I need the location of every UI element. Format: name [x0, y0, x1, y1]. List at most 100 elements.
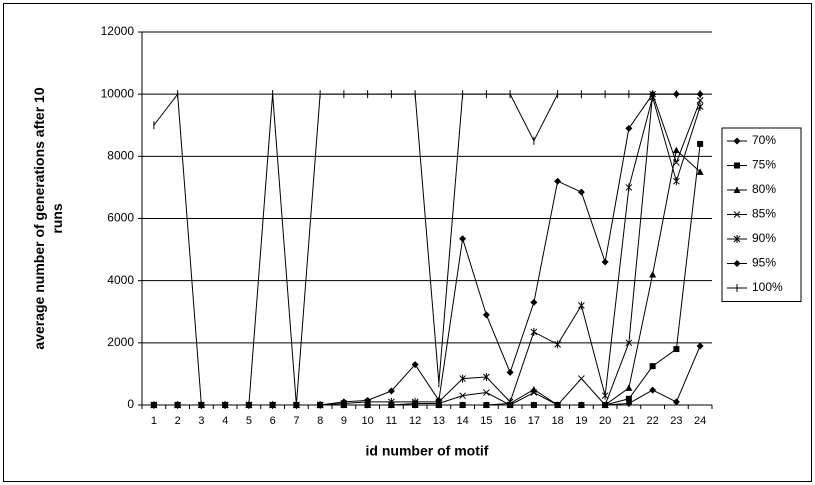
y-tick-label: 2000 — [107, 335, 134, 349]
data-point — [554, 401, 561, 409]
x-tick-label: 17 — [528, 415, 540, 427]
y-tick-label: 8000 — [107, 149, 134, 163]
legend-marker — [734, 162, 740, 169]
data-point — [411, 361, 419, 369]
data-point — [482, 401, 490, 408]
x-tick-label: 12 — [409, 415, 421, 427]
x-tick-label: 23 — [670, 415, 682, 427]
data-point — [459, 392, 466, 400]
data-point — [578, 301, 585, 310]
x-tick-label: 21 — [623, 415, 635, 427]
data-point — [174, 401, 182, 409]
chart-border — [3, 3, 812, 482]
data-point — [150, 401, 158, 409]
legend-marker — [733, 186, 741, 193]
data-point — [316, 401, 324, 409]
series-line — [153, 92, 701, 406]
data-point — [388, 397, 395, 406]
data-point — [625, 183, 633, 192]
data-point — [364, 396, 372, 404]
data-point — [696, 102, 704, 111]
data-point — [459, 235, 467, 243]
data-point — [387, 387, 395, 395]
data-point — [625, 384, 633, 391]
x-tick-label: 7 — [293, 415, 299, 427]
data-point — [554, 177, 562, 185]
data-point — [483, 373, 490, 382]
x-axis-title: id number of motif — [366, 443, 489, 459]
x-tick-label: 14 — [457, 415, 469, 427]
x-tick-label: 20 — [599, 415, 611, 427]
data-point — [649, 386, 657, 394]
legend-label: 95% — [752, 256, 776, 270]
legend-label: 100% — [752, 280, 783, 294]
y-tick-label: 12000 — [101, 24, 135, 38]
data-point — [483, 389, 490, 396]
data-point — [530, 298, 538, 306]
data-point — [696, 168, 704, 175]
legend-label: 90% — [752, 231, 776, 245]
x-tick-label: 9 — [341, 415, 347, 427]
data-point — [625, 395, 632, 402]
legend-marker — [733, 235, 741, 243]
x-tick-label: 6 — [270, 415, 276, 427]
data-point — [649, 363, 656, 370]
data-point — [697, 140, 704, 147]
data-point — [672, 146, 680, 154]
data-point — [601, 401, 609, 409]
x-tick-label: 8 — [317, 415, 323, 427]
data-point — [530, 389, 538, 396]
data-point — [482, 311, 490, 319]
data-point — [649, 270, 657, 278]
data-point — [459, 401, 467, 408]
legend-marker — [733, 211, 741, 218]
data-point — [530, 327, 538, 336]
legend-marker — [733, 137, 741, 145]
data-point — [435, 396, 443, 404]
data-point — [269, 401, 277, 409]
data-point — [411, 397, 419, 406]
x-tick-label: 5 — [246, 415, 252, 427]
data-point — [601, 391, 609, 400]
data-point — [554, 340, 561, 349]
x-tick-label: 11 — [386, 415, 397, 427]
data-point — [577, 188, 585, 196]
x-tick-label: 19 — [575, 415, 587, 427]
legend-label: 80% — [752, 182, 776, 196]
legend-label: 85% — [752, 207, 776, 221]
y-tick-label: 6000 — [107, 211, 134, 225]
legend-marker — [733, 260, 741, 267]
legend-label: 70% — [752, 133, 776, 147]
x-tick-label: 13 — [433, 415, 445, 427]
data-point — [601, 258, 609, 266]
y-tick-label: 4000 — [107, 273, 134, 287]
data-point — [625, 124, 633, 132]
x-tick-label: 22 — [647, 415, 659, 427]
y-tick-label: 10000 — [101, 86, 135, 100]
data-point — [625, 339, 633, 347]
x-tick-label: 3 — [198, 415, 204, 427]
x-tick-label: 18 — [552, 415, 564, 427]
data-point — [673, 346, 680, 353]
legend-label: 75% — [752, 158, 776, 172]
data-point — [672, 398, 680, 406]
data-point — [673, 177, 680, 186]
x-tick-label: 2 — [175, 415, 181, 427]
data-point — [506, 397, 514, 406]
x-tick-label: 10 — [362, 415, 374, 427]
data-point — [506, 368, 514, 376]
data-point — [459, 374, 466, 383]
x-tick-label: 24 — [694, 415, 706, 427]
x-tick-label: 15 — [480, 415, 492, 427]
data-point — [696, 97, 704, 104]
data-point — [696, 342, 704, 350]
y-axis-title: average number of generations after 10 ru… — [31, 87, 65, 349]
data-point — [673, 159, 680, 166]
x-tick-label: 1 — [151, 415, 157, 427]
y-tick-label: 0 — [127, 397, 134, 411]
data-point — [578, 375, 585, 382]
data-point — [340, 398, 348, 406]
data-point — [577, 401, 585, 408]
data-point — [530, 402, 537, 408]
